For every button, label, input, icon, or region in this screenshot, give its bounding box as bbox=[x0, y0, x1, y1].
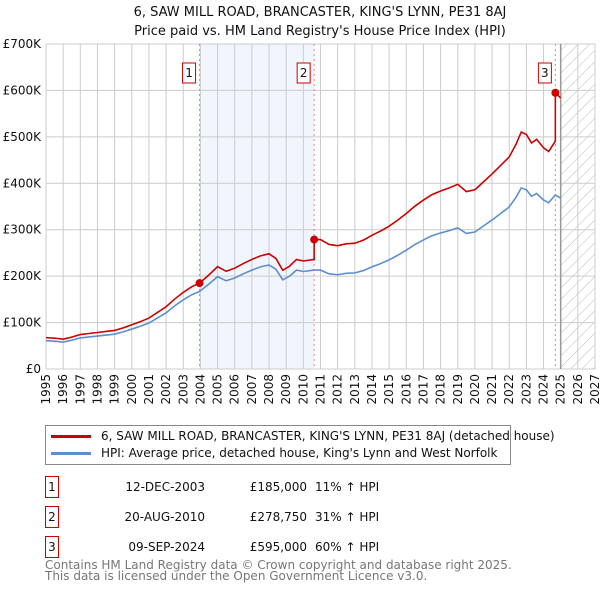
x-tick-label: 2011 bbox=[314, 374, 328, 405]
footer-licence: This data is licensed under the Open Gov… bbox=[45, 569, 428, 583]
legend-swatch-red bbox=[51, 434, 91, 438]
y-tick-label: £100K bbox=[3, 316, 43, 330]
x-tick-label: 2023 bbox=[519, 374, 533, 405]
sale-marker-label: 2 bbox=[45, 506, 59, 528]
sale-row: 2 20-AUG-2010 £278,750 31% ↑ HPI bbox=[45, 506, 445, 528]
sale-label: 3 bbox=[541, 66, 549, 80]
x-tick-label: 2007 bbox=[245, 374, 259, 405]
property-price-line bbox=[45, 90, 562, 340]
x-tick-label: 1995 bbox=[39, 374, 53, 405]
x-tick-label: 2020 bbox=[468, 374, 482, 405]
x-tick-label: 2022 bbox=[502, 374, 516, 405]
x-tick-label: 2025 bbox=[554, 374, 568, 405]
legend-label-property: 6, SAW MILL ROAD, BRANCASTER, KING'S LYN… bbox=[101, 429, 555, 443]
legend: 6, SAW MILL ROAD, BRANCASTER, KING'S LYN… bbox=[45, 425, 555, 465]
x-tick-label: 2021 bbox=[485, 374, 499, 405]
sale-date: 09-SEP-2024 bbox=[128, 540, 205, 554]
y-tick-label: £300K bbox=[3, 223, 43, 237]
x-tick-label: 2017 bbox=[416, 374, 430, 405]
y-tick-label: £0 bbox=[26, 362, 41, 376]
y-tick-label: £700K bbox=[3, 37, 43, 51]
sale-point bbox=[195, 279, 204, 288]
x-tick-label: 2027 bbox=[588, 374, 600, 405]
chart-subtitle: Price paid vs. HM Land Registry's House … bbox=[134, 24, 506, 39]
x-tick-label: 2024 bbox=[537, 374, 551, 405]
legend-label-hpi: HPI: Average price, detached house, King… bbox=[101, 446, 498, 460]
chart-title: 6, SAW MILL ROAD, BRANCASTER, KING'S LYN… bbox=[134, 5, 507, 20]
footer-copyright: Contains HM Land Registry data © Crown c… bbox=[45, 558, 512, 572]
x-tick-label: 2016 bbox=[399, 374, 413, 405]
x-tick-label: 2019 bbox=[451, 374, 465, 405]
sale-label-box bbox=[537, 62, 552, 84]
x-tick-label: 2010 bbox=[296, 374, 310, 405]
y-tick-label: £600K bbox=[3, 83, 43, 97]
x-tick-label: 2002 bbox=[159, 374, 173, 405]
sale-label-box bbox=[296, 62, 311, 84]
x-tick-label: 2000 bbox=[125, 374, 139, 405]
sale-marker-label: 3 bbox=[45, 536, 59, 558]
sale-price: £595,000 bbox=[249, 540, 307, 554]
x-tick-label: 1999 bbox=[108, 374, 122, 405]
sale-hpi-change: 60% ↑ HPI bbox=[315, 540, 380, 554]
sale-date: 12-DEC-2003 bbox=[125, 480, 205, 494]
highlight-band bbox=[199, 44, 315, 369]
x-tick-label: 2006 bbox=[228, 374, 242, 405]
x-tick-label: 1997 bbox=[73, 374, 87, 405]
x-tick-label: 2018 bbox=[434, 374, 448, 405]
x-tick-label: 1998 bbox=[90, 374, 104, 405]
footer: Contains HM Land Registry data © Crown c… bbox=[45, 558, 512, 583]
x-tick-label: 1996 bbox=[56, 374, 70, 405]
y-tick-label: £400K bbox=[3, 176, 43, 190]
x-tick-label: 2008 bbox=[262, 374, 276, 405]
sale-price: £185,000 bbox=[249, 480, 307, 494]
sale-point bbox=[310, 235, 319, 244]
sale-date: 20-AUG-2010 bbox=[124, 510, 206, 524]
sale-row: 3 09-SEP-2024 £595,000 60% ↑ HPI bbox=[45, 536, 445, 558]
sale-hpi-change: 11% ↑ HPI bbox=[315, 480, 380, 494]
y-tick-label: £200K bbox=[3, 269, 43, 283]
sale-label: 1 bbox=[185, 66, 193, 80]
x-tick-label: 2015 bbox=[382, 374, 396, 405]
legend-swatch-blue bbox=[51, 451, 91, 455]
x-tick-label: 2003 bbox=[176, 374, 190, 405]
x-tick-label: 2005 bbox=[211, 374, 225, 405]
x-tick-label: 2013 bbox=[348, 374, 362, 405]
x-tick-label: 2026 bbox=[571, 374, 585, 405]
x-tick-label: 2009 bbox=[279, 374, 293, 405]
sale-point bbox=[551, 88, 560, 97]
x-tick-label: 2001 bbox=[142, 374, 156, 405]
sale-row: 1 12-DEC-2003 £185,000 11% ↑ HPI bbox=[45, 476, 445, 498]
sale-label-box bbox=[182, 62, 197, 84]
y-tick-label: £500K bbox=[3, 130, 43, 144]
sale-label: 2 bbox=[300, 66, 308, 80]
sale-marker-label: 1 bbox=[45, 476, 59, 498]
hpi-line bbox=[45, 186, 562, 343]
x-tick-label: 2012 bbox=[331, 374, 345, 405]
price-chart: 6, SAW MILL ROAD, BRANCASTER, KING'S LYN… bbox=[3, 5, 600, 405]
sale-price: £278,750 bbox=[249, 510, 307, 524]
x-tick-label: 2004 bbox=[193, 374, 207, 405]
legend-item-hpi: HPI: Average price, detached house, King… bbox=[51, 445, 497, 461]
x-tick-label: 2014 bbox=[365, 374, 379, 405]
sale-hpi-change: 31% ↑ HPI bbox=[315, 510, 380, 524]
legend-item-property: 6, SAW MILL ROAD, BRANCASTER, KING'S LYN… bbox=[51, 428, 555, 444]
